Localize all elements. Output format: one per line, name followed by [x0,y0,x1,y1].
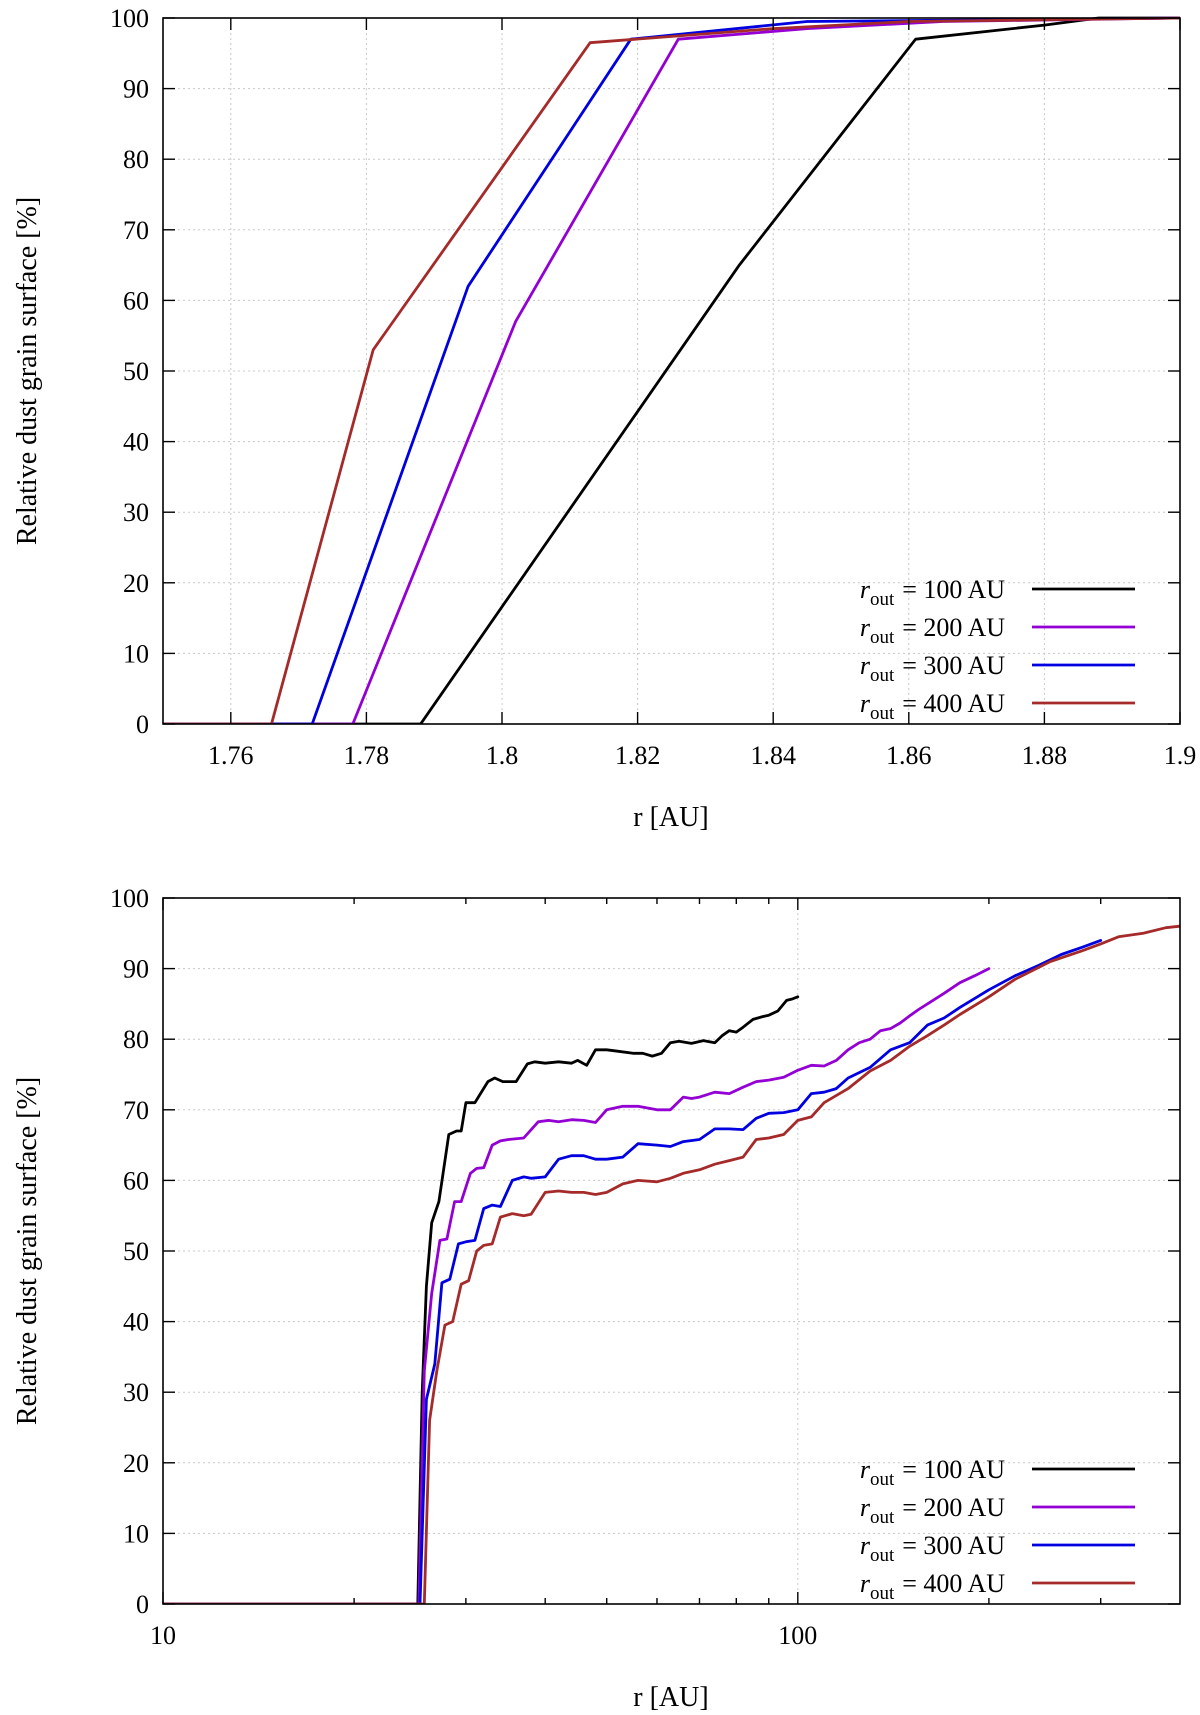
top-series-line-300-au [163,16,1180,724]
legend-symbol-r: r [860,651,871,680]
top-series-line-200-au [163,16,1180,724]
top-x-tick-labels: 1.76 1.78 1.8 1.82 1.84 1.86 1.88 1.9 [208,741,1196,770]
top-panel: 1.76 1.78 1.8 1.82 1.84 1.86 1.88 1.9 0 10 20 30 40… [12,4,1196,833]
bottom-ytick-label: 10 [123,1519,149,1548]
legend-subscript: out [870,1583,895,1604]
legend-symbol-r: r [860,1493,871,1522]
bottom-ytick-label: 20 [123,1449,149,1478]
bottom-y-axis-title: Relative dust grain surface [%] [12,1077,43,1425]
top-legend-label: rout = 200 AU [860,613,1005,648]
bottom-series-line-400-au [163,924,1180,1604]
top-ytick-label: 90 [123,75,149,104]
top-xtick-label: 1.9 [1164,741,1197,770]
bottom-ytick-label: 50 [123,1237,149,1266]
legend-symbol-r: r [860,1455,871,1484]
bottom-ytick-label: 40 [123,1308,149,1337]
bottom-ytick-label: 90 [123,955,149,984]
legend-subscript: out [870,1507,895,1528]
top-ytick-label: 80 [123,145,149,174]
top-series-line-100-au [163,16,1180,724]
top-ytick-label: 100 [110,4,149,33]
bottom-series-lines [163,924,1180,1604]
top-tick-marks [163,17,1181,725]
bottom-legend-label: rout = 300 AU [860,1531,1005,1566]
top-y-axis-title: Relative dust grain surface [%] [12,197,43,545]
legend-symbol-r: r [860,613,871,642]
top-ytick-label: 0 [136,710,149,739]
legend-subscript: out [870,665,895,686]
bottom-ytick-label: 0 [136,1590,149,1619]
legend-subscript: out [870,703,895,724]
bottom-legend-label: rout = 200 AU [860,1493,1005,1528]
top-plot-frame [162,17,1181,725]
bottom-ytick-label: 30 [123,1378,149,1407]
legend-symbol-r: r [860,575,871,604]
legend-subscript: out [870,627,895,648]
legend-subscript: out [870,1545,895,1566]
legend-value: = 300 AU [902,651,1005,680]
top-ytick-label: 70 [123,216,149,245]
legend-symbol-r: r [860,1569,871,1598]
legend-value: = 400 AU [902,689,1005,718]
legend-value: = 200 AU [902,1493,1005,1522]
top-legend-label: rout = 300 AU [860,651,1005,686]
top-ytick-label: 10 [123,639,149,668]
bottom-legend-label: rout = 100 AU [860,1455,1005,1490]
bottom-xtick-label: 10 [150,1621,176,1650]
top-grid [163,18,1180,724]
top-xtick-label: 1.76 [208,741,254,770]
legend-value: = 200 AU [902,613,1005,642]
top-xtick-label: 1.86 [886,741,932,770]
legend-value: = 400 AU [902,1569,1005,1598]
bottom-legend-label: rout = 400 AU [860,1569,1005,1604]
legend-value: = 300 AU [902,1531,1005,1560]
bottom-series-line-100-au [163,995,800,1604]
bottom-ytick-label: 70 [123,1096,149,1125]
top-legend-label: rout = 400 AU [860,689,1005,724]
top-y-tick-labels: 0 10 20 30 40 50 60 70 80 90 100 [110,4,149,739]
legend-symbol-r: r [860,1531,871,1560]
top-xtick-label: 1.82 [615,741,661,770]
bottom-plot-frame [162,897,1181,1605]
top-xtick-label: 1.78 [344,741,390,770]
bottom-ytick-label: 80 [123,1025,149,1054]
legend-value: = 100 AU [902,1455,1005,1484]
legend-subscript: out [870,589,895,610]
bottom-xtick-label: 100 [778,1621,817,1650]
top-ytick-label: 40 [123,428,149,457]
bottom-tick-marks [162,897,1180,1605]
top-legend-label: rout = 100 AU [860,575,1005,610]
bottom-x-axis-title: r [AU] [633,1682,708,1713]
bottom-series-line-200-au [163,967,991,1604]
top-series-lines [163,16,1180,724]
top-ytick-label: 20 [123,569,149,598]
bottom-y-tick-labels: 0 10 20 30 40 50 60 70 80 90 100 [110,884,149,1619]
top-series-line-400-au [163,16,1180,724]
top-x-axis-title: r [AU] [633,802,708,833]
legend-subscript: out [870,1469,895,1490]
bottom-series-line-300-au [163,939,1103,1604]
bottom-grid [163,898,1180,1604]
top-ytick-label: 30 [123,498,149,527]
bottom-ytick-label: 100 [110,884,149,913]
legend-symbol-r: r [860,689,871,718]
top-ytick-label: 60 [123,286,149,315]
bottom-x-tick-labels: 10 100 [150,1621,817,1650]
legend-value: = 100 AU [902,575,1005,604]
top-xtick-label: 1.8 [486,741,519,770]
top-xtick-label: 1.88 [1022,741,1068,770]
top-ytick-label: 50 [123,357,149,386]
top-xtick-label: 1.84 [750,741,796,770]
bottom-ytick-label: 60 [123,1166,149,1195]
